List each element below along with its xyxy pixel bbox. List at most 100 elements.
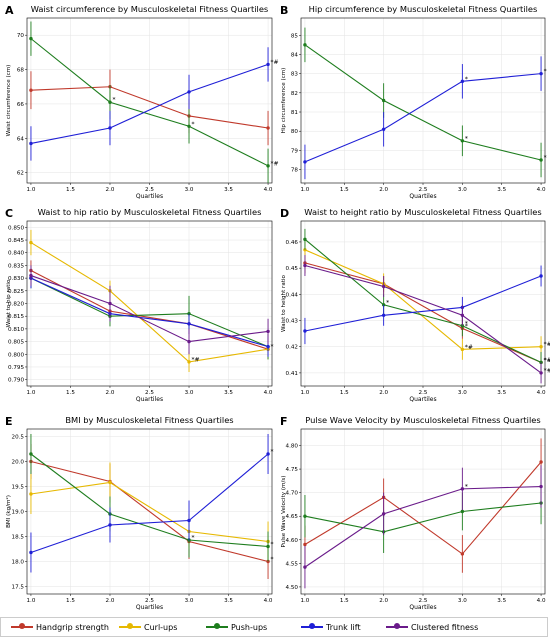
data-point (266, 62, 270, 67)
x-tick-label: 2.5 (145, 390, 154, 396)
legend-label: Handgrip strength (36, 622, 109, 632)
y-tick-label: 4.65 (286, 514, 299, 520)
significance-marker: * (271, 344, 274, 351)
panel-letter: D (280, 207, 289, 220)
significance-marker: * (192, 121, 195, 128)
x-tick-label: 1.0 (26, 187, 35, 193)
series-line (30, 460, 269, 563)
y-tick-label: 0.800 (8, 352, 24, 358)
legend-item: Trunk lift (301, 622, 361, 634)
y-tick-label: 82 (291, 91, 298, 97)
data-point (266, 344, 270, 349)
x-axis-label: Quartiles (136, 193, 163, 200)
significance-marker: * (271, 556, 274, 563)
x-tick-label: 2.5 (145, 187, 154, 193)
chart-panel-f: F Pulse Wave Velocity by Musculoskeletal … (280, 415, 546, 611)
significance-marker: * (465, 76, 468, 83)
panel-letter: E (5, 415, 13, 428)
data-point (303, 542, 307, 547)
series-line (30, 242, 269, 363)
data-point (303, 237, 307, 242)
data-point (108, 126, 112, 130)
x-tick-label: 4.0 (264, 390, 273, 396)
significance-marker: * (271, 541, 274, 548)
significance-marker: *# (544, 367, 550, 374)
data-point (29, 452, 33, 456)
y-tick-label: 18.5 (12, 535, 25, 541)
legend-swatch (119, 622, 141, 632)
data-point (303, 565, 307, 569)
plot-frame (300, 220, 546, 387)
y-tick-label: 78 (291, 168, 299, 174)
series-line (30, 453, 269, 548)
y-tick-label: 4.50 (286, 585, 299, 591)
y-tick-label: 0.810 (8, 327, 24, 333)
series-line (30, 277, 269, 348)
legend-swatch (386, 622, 408, 632)
significance-marker: * (192, 535, 195, 542)
data-point (539, 360, 543, 365)
x-tick-label: 1.0 (26, 598, 35, 604)
y-tick-label: 0.840 (8, 251, 24, 257)
series-line (30, 481, 269, 543)
series-line (304, 44, 542, 161)
x-tick-label: 3.0 (185, 187, 194, 193)
panel-letter: F (280, 415, 288, 428)
significance-marker: *# (544, 341, 550, 348)
y-tick-label: 0.825 (8, 289, 24, 295)
y-tick-label: 80 (291, 129, 299, 135)
significance-marker: * (386, 299, 389, 306)
legend-item: Curl-ups (119, 622, 177, 634)
data-point (266, 452, 270, 456)
y-tick-label: 18.0 (12, 560, 25, 566)
y-tick-label: 0.795 (8, 365, 24, 371)
series-trunk-lift: ** (303, 56, 547, 180)
y-tick-label: 84 (291, 52, 299, 58)
series-trunk-lift (303, 265, 543, 345)
series-line (304, 249, 542, 350)
y-tick-label: 17.5 (12, 585, 25, 591)
data-point (108, 480, 112, 485)
x-tick-label: 1.5 (66, 187, 75, 193)
significance-marker: *# (544, 357, 550, 364)
y-tick-label: 0.835 (8, 263, 24, 269)
data-point (539, 460, 543, 464)
series-push-ups: ** (29, 434, 274, 562)
x-axis-label: Quartiles (136, 604, 163, 611)
legend-marker (127, 623, 133, 629)
data-point (539, 484, 543, 489)
data-point (460, 313, 465, 317)
y-tick-label: 0.790 (8, 378, 24, 384)
series-clustered-fitness (29, 265, 270, 355)
y-tick-label: 0.46 (286, 240, 299, 246)
x-tick-label: 3.0 (185, 598, 194, 604)
data-point (29, 141, 33, 146)
data-point (303, 160, 307, 164)
x-tick-label: 3.5 (224, 390, 233, 396)
series-push-ups: * * *# (303, 228, 550, 373)
data-point (303, 514, 307, 518)
data-point (108, 301, 112, 306)
x-tick-label: 3.5 (224, 187, 233, 193)
y-tick-label: 0.42 (286, 345, 298, 351)
y-tick-label: 70 (17, 33, 25, 39)
y-axis-label: Waist to height ratio (281, 274, 287, 332)
data-point (187, 90, 191, 94)
x-tick-label: 2.0 (106, 187, 115, 193)
significance-marker: *# (271, 160, 279, 167)
data-point (266, 329, 270, 334)
y-tick-label: 20.5 (12, 435, 25, 441)
series-curl-ups: *# * (29, 229, 274, 373)
y-tick-label: 62 (17, 171, 24, 177)
y-tick-label: 4.60 (286, 538, 299, 544)
data-point (266, 544, 270, 549)
x-tick-label: 4.0 (537, 187, 546, 193)
x-tick-label: 4.0 (264, 187, 273, 193)
legend-label: Push-ups (231, 622, 268, 632)
chart-panel-c: C Waist to hip ratio by Musculoskeletal F… (5, 207, 274, 403)
series-trunk-lift: *# (29, 47, 279, 161)
y-tick-label: 0.845 (8, 238, 24, 244)
y-tick-label: 4.80 (286, 444, 299, 450)
data-point (460, 552, 465, 556)
legend-label: Clustered fitness (411, 622, 479, 632)
